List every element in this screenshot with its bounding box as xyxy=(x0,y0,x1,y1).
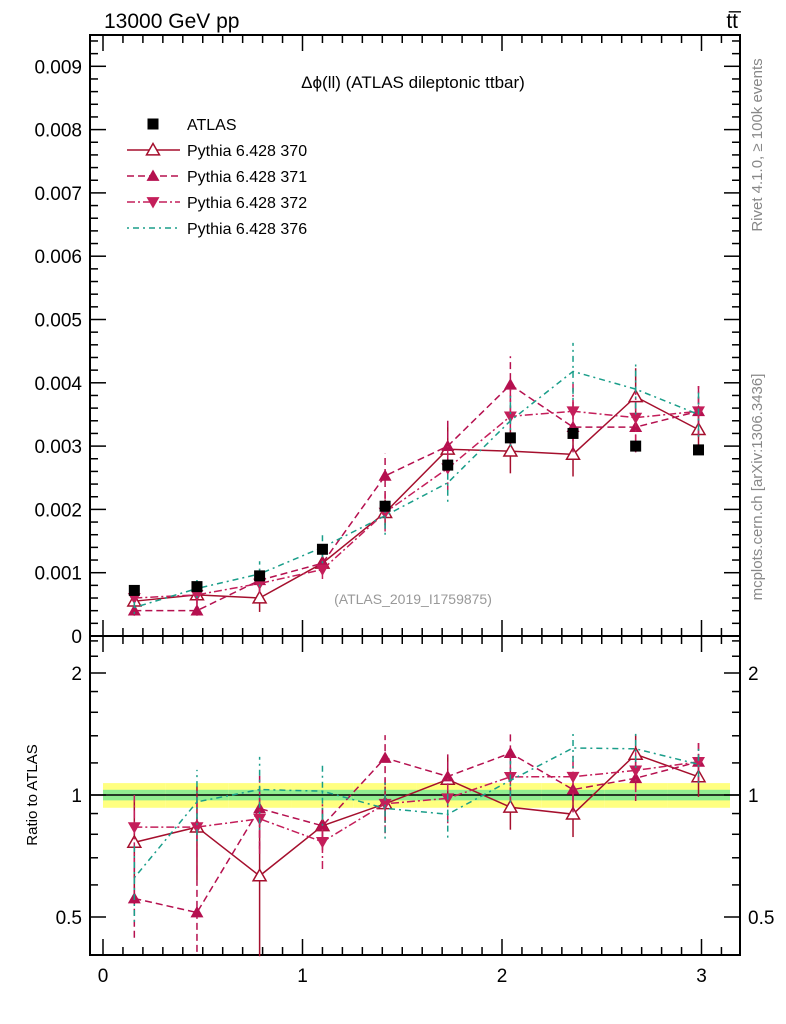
ratio-y-tick-label: 2 xyxy=(71,664,82,685)
rivet-version-text: Rivet 4.1.0, ≥ 100k events xyxy=(749,58,766,231)
series-3-ratio-point xyxy=(378,798,392,811)
series-3-point xyxy=(566,406,580,418)
header-right: tt̅ xyxy=(726,10,742,33)
series-2-point xyxy=(503,378,517,390)
legend-marker-2 xyxy=(146,169,160,181)
y-tick-label: 0.003 xyxy=(34,437,82,458)
series-2-ratio-point xyxy=(629,771,643,784)
x-tick-label: 1 xyxy=(297,966,308,987)
series-2-point xyxy=(441,439,455,451)
series-4-ratio-line xyxy=(133,747,699,879)
series-3-ratio-point xyxy=(566,771,580,784)
series-2-ratio-point xyxy=(441,769,455,782)
series-1-point xyxy=(251,590,268,604)
ratio-y-label: Ratio to ATLAS xyxy=(24,744,41,845)
series-0-point xyxy=(128,584,140,596)
series-1-ratio-point xyxy=(251,867,268,882)
series-1-line xyxy=(134,395,699,602)
series-4-line xyxy=(134,370,699,609)
series-3-point xyxy=(315,564,329,577)
y-tick-label: 0.007 xyxy=(34,184,82,205)
legend-marker-0 xyxy=(147,118,159,130)
series-0-point xyxy=(630,440,642,452)
series-1-ratio-line xyxy=(134,753,699,877)
y-tick-label: 0.002 xyxy=(34,500,82,521)
series-3-ratio-point xyxy=(629,765,643,777)
y-tick-label: 0.006 xyxy=(34,247,82,268)
series-3-point xyxy=(503,411,517,423)
series-3-point xyxy=(253,578,267,590)
series-3-ratio-point xyxy=(127,822,141,834)
series-0-point xyxy=(504,432,516,444)
series-2-point xyxy=(190,604,204,616)
legend-label: Pythia 6.428 376 xyxy=(187,221,307,238)
y-tick-label: 0 xyxy=(71,627,82,648)
analysis-watermark: (ATLAS_2019_I1759875) xyxy=(334,591,492,607)
legend-marker-3 xyxy=(146,197,160,209)
series-2-ratio-point xyxy=(190,906,204,918)
series-1-point xyxy=(627,388,644,403)
ratio-y-tick-label-right: 0.5 xyxy=(748,908,774,929)
legend-label: Pythia 6.428 372 xyxy=(187,195,307,212)
series-1-ratio-point xyxy=(565,806,581,820)
legend-label: Pythia 6.428 370 xyxy=(187,143,307,160)
series-3-ratio-point xyxy=(692,756,706,769)
x-tick-label: 3 xyxy=(696,966,707,987)
series-2-ratio-line xyxy=(134,752,699,914)
series-2-line xyxy=(134,383,699,612)
y-tick-label: 0.005 xyxy=(34,311,82,332)
series-2-ratio-point xyxy=(503,746,517,759)
series-3-point xyxy=(629,412,643,425)
series-0-point xyxy=(442,459,454,471)
series-2-point xyxy=(127,604,141,616)
series-3-point xyxy=(127,593,141,605)
series-3-ratio-point xyxy=(190,822,204,834)
y-tick-label: 0.004 xyxy=(34,374,82,395)
legend-marker-1 xyxy=(145,141,161,156)
mcplots-credit-text: mcplots.cern.ch [arXiv:1306.3436] xyxy=(749,374,766,601)
legend-label: Pythia 6.428 371 xyxy=(187,169,307,186)
y-tick-label: 0.008 xyxy=(34,121,82,142)
header-left: 13000 GeV pp xyxy=(104,10,239,33)
series-1-point xyxy=(565,446,581,460)
ratio-y-tick-label-right: 1 xyxy=(748,786,759,807)
y-tick-label: 0.001 xyxy=(34,564,82,585)
ratio-y-tick-label: 1 xyxy=(71,786,82,807)
series-3-ratio-point xyxy=(315,836,329,849)
y-tick-label: 0.009 xyxy=(34,57,82,78)
series-0-point xyxy=(191,581,203,593)
chart-title: Δϕ(ll) (ATLAS dileptonic ttbar) xyxy=(301,73,525,92)
series-0-point xyxy=(379,500,391,512)
series-1-point xyxy=(502,443,519,457)
series-3-point xyxy=(190,589,204,602)
series-1-ratio-point xyxy=(502,799,519,813)
ratio-y-tick-label-right: 2 xyxy=(748,664,759,685)
series-0-point xyxy=(316,543,328,555)
series-3-line xyxy=(134,410,699,599)
series-0-point xyxy=(254,570,266,582)
series-2-point xyxy=(378,469,392,481)
series-2-ratio-point xyxy=(378,751,392,763)
series-0-point xyxy=(693,444,705,456)
series-0-point xyxy=(567,427,579,439)
x-tick-label: 2 xyxy=(497,966,508,987)
ratio-y-tick-label: 0.5 xyxy=(56,908,82,929)
x-tick-label: 0 xyxy=(98,966,109,987)
legend-label: ATLAS xyxy=(187,117,237,134)
